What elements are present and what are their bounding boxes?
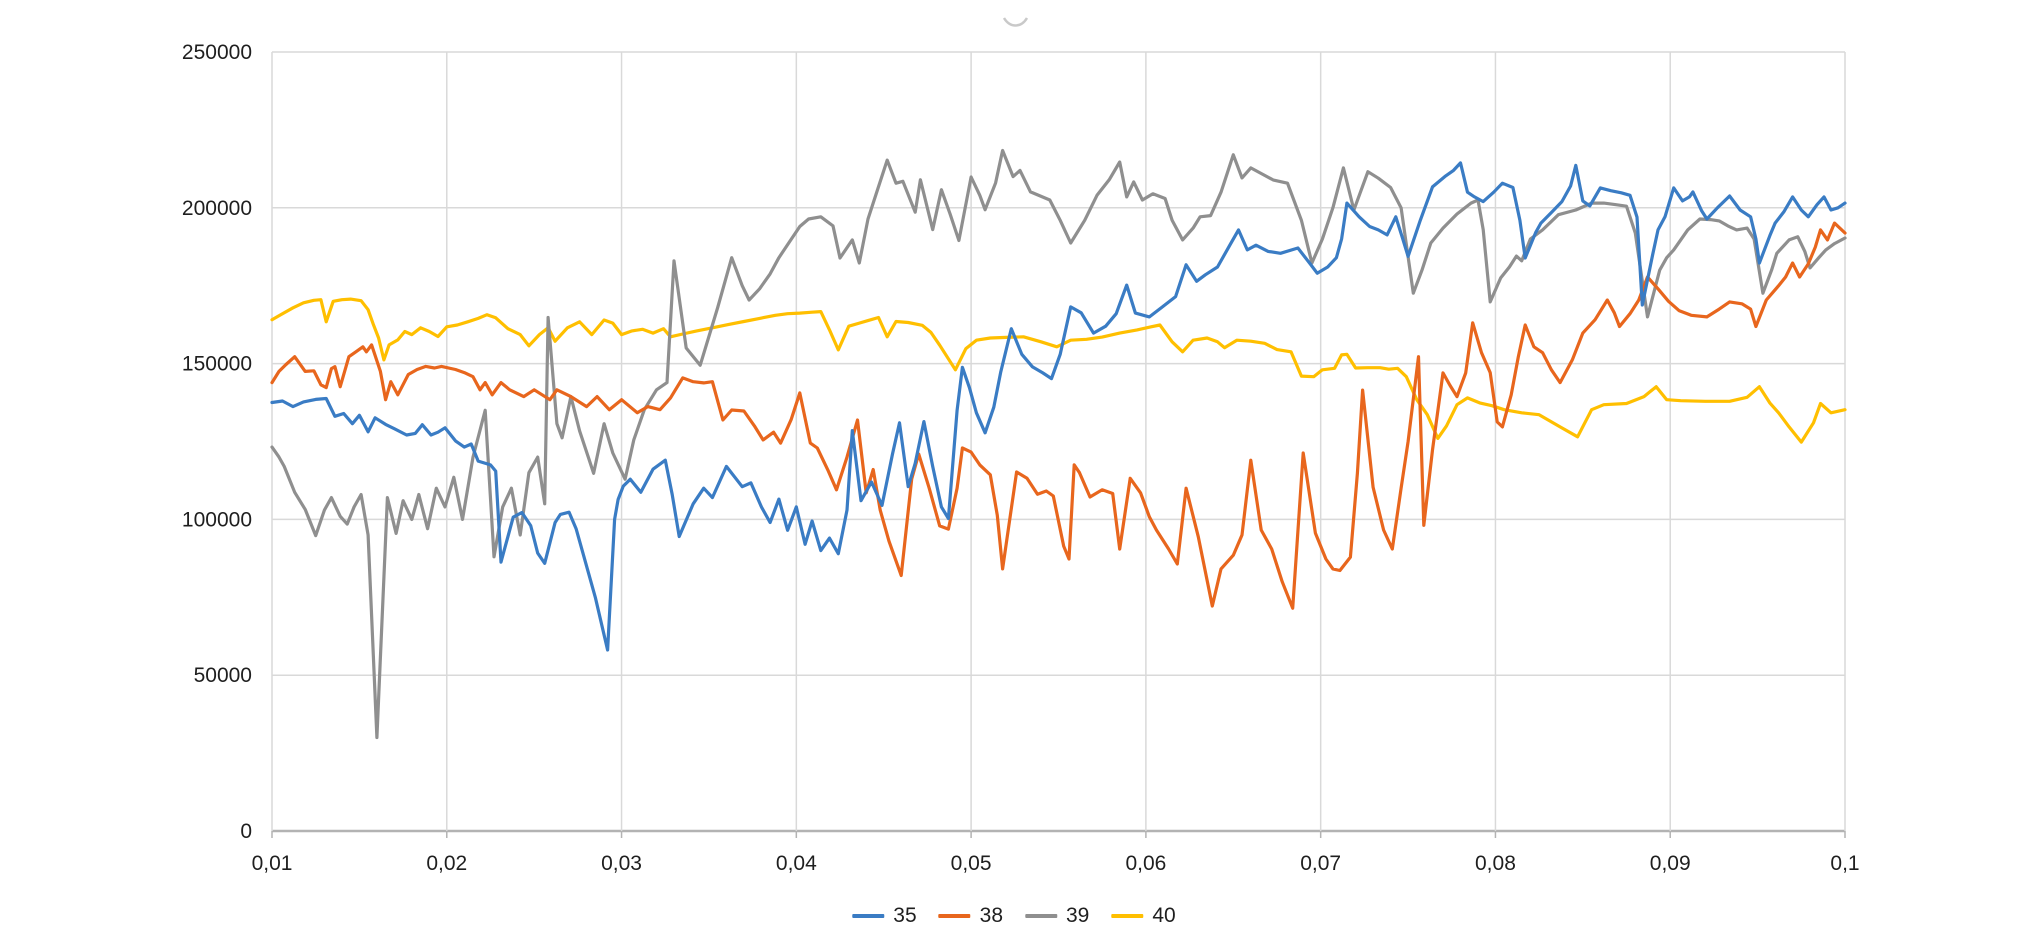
x-tick-label: 0,1 <box>1830 852 1859 875</box>
legend-swatch-39 <box>1025 913 1057 918</box>
x-tick-label: 0,06 <box>1125 852 1166 875</box>
legend-label-40: 40 <box>1152 904 1176 927</box>
x-tick-label: 0,04 <box>776 852 817 875</box>
y-tick-label: 200000 <box>182 197 252 220</box>
y-tick-label: 150000 <box>182 353 252 376</box>
legend-swatch-38 <box>938 913 971 918</box>
x-tick-label: 0,08 <box>1475 852 1516 875</box>
y-tick-label: 250000 <box>182 41 252 64</box>
legend-item-35[interactable]: 35 <box>852 904 917 927</box>
y-tick-label: 100000 <box>182 508 252 531</box>
series-line-39[interactable] <box>270 148 1847 740</box>
x-tick-label: 0,02 <box>426 852 467 875</box>
legend-label-35: 35 <box>893 904 917 927</box>
series-line-35[interactable] <box>270 161 1847 652</box>
chart-legend: 35 38 39 40 <box>852 904 1176 927</box>
x-tick-label: 0,09 <box>1650 852 1691 875</box>
x-tick-label: 0,05 <box>951 852 992 875</box>
legend-item-39[interactable]: 39 <box>1025 905 1089 926</box>
y-tick-label: 0 <box>240 820 252 843</box>
series-line-38[interactable] <box>270 221 1847 610</box>
legend-swatch-40 <box>1111 913 1144 918</box>
x-tick-label: 0,07 <box>1300 852 1341 875</box>
legend-label-38: 38 <box>979 904 1003 927</box>
x-tick-label: 0,01 <box>252 852 293 875</box>
legend-label-39: 39 <box>1066 904 1090 927</box>
legend-swatch-35 <box>852 913 885 918</box>
series-line-40[interactable] <box>270 297 1847 444</box>
legend-item-40[interactable]: 40 <box>1111 904 1176 927</box>
top-artifact-mark <box>1002 17 1029 27</box>
x-tick-label: 0,03 <box>601 852 642 875</box>
y-tick-label: 50000 <box>194 664 252 687</box>
legend-item-38[interactable]: 38 <box>938 904 1003 927</box>
